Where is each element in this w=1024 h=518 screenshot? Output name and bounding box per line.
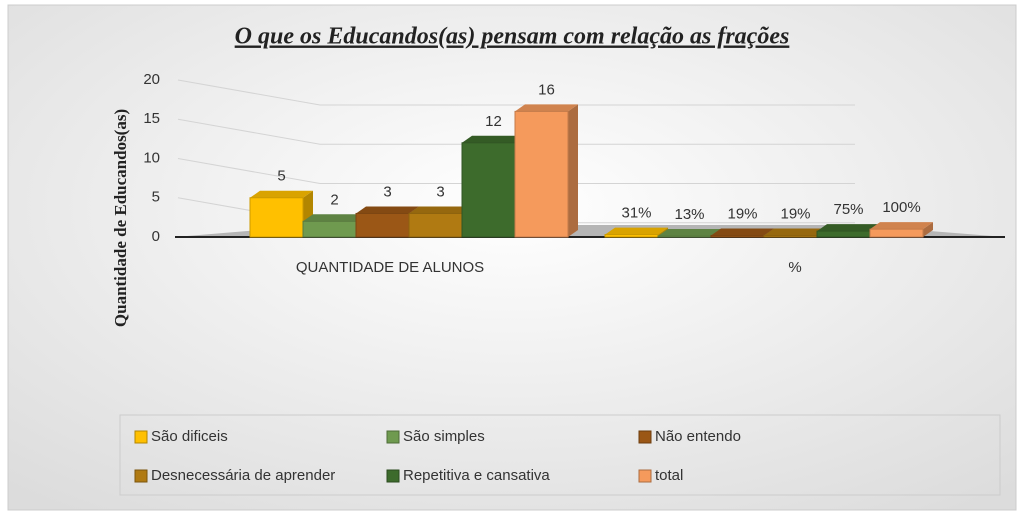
bar-top bbox=[870, 222, 933, 230]
x-tick-label: % bbox=[788, 259, 801, 276]
data-label: 3 bbox=[383, 183, 391, 200]
data-label: 12 bbox=[485, 113, 502, 130]
background bbox=[7, 4, 1017, 511]
legend-label: Não entendo bbox=[655, 428, 741, 445]
y-tick-label: 5 bbox=[152, 189, 160, 206]
bar-top bbox=[356, 206, 419, 214]
data-label: 13% bbox=[674, 206, 704, 223]
grid-line bbox=[177, 158, 855, 184]
bar-top bbox=[817, 224, 880, 232]
bar bbox=[869, 228, 924, 238]
legend-swatch bbox=[386, 430, 400, 444]
legend-swatch bbox=[386, 469, 400, 483]
bar-top bbox=[409, 206, 472, 214]
bar bbox=[816, 230, 871, 238]
data-label: 2 bbox=[330, 191, 338, 208]
bar bbox=[249, 197, 304, 238]
bar bbox=[657, 235, 712, 238]
bar bbox=[604, 234, 659, 238]
data-label: 5 bbox=[277, 168, 285, 185]
bar bbox=[763, 235, 818, 238]
bar bbox=[514, 110, 569, 238]
bar-side bbox=[923, 222, 933, 237]
bar-top bbox=[605, 227, 668, 235]
bar bbox=[710, 235, 765, 238]
y-tick-label: 15 bbox=[143, 110, 160, 127]
bar-side bbox=[568, 104, 578, 238]
data-label: 31% bbox=[621, 205, 651, 222]
bar-top bbox=[462, 135, 525, 143]
bar-top bbox=[515, 104, 578, 112]
data-label: 75% bbox=[833, 201, 863, 218]
data-label: 19% bbox=[727, 205, 757, 222]
bar bbox=[302, 220, 357, 238]
legend-label: Repetitiva e cansativa bbox=[403, 467, 550, 484]
bar bbox=[355, 212, 410, 238]
chart-title: O que os Educandos(as) pensam com relaçã… bbox=[235, 24, 790, 50]
data-label: 19% bbox=[780, 205, 810, 222]
legend-label: Desnecessária de aprender bbox=[151, 467, 335, 484]
legend-swatch bbox=[638, 469, 652, 483]
bar-top bbox=[711, 228, 774, 236]
legend-swatch bbox=[134, 430, 148, 444]
bar bbox=[408, 212, 463, 238]
legend-label: total bbox=[655, 467, 683, 484]
bar-top bbox=[764, 228, 827, 236]
x-tick-label: QUANTIDADE DE ALUNOS bbox=[296, 259, 484, 276]
bar bbox=[461, 142, 516, 238]
legend-box bbox=[119, 414, 1001, 496]
y-tick-label: 0 bbox=[152, 228, 160, 245]
y-tick-label: 10 bbox=[143, 149, 160, 166]
grid-line bbox=[177, 79, 855, 106]
legend-label: São dificeis bbox=[151, 428, 228, 445]
legend-label: São simples bbox=[403, 428, 485, 445]
data-label: 16 bbox=[538, 81, 555, 98]
y-tick-label: 20 bbox=[143, 71, 160, 88]
legend-swatch bbox=[638, 430, 652, 444]
legend-swatch bbox=[134, 469, 148, 483]
data-label: 100% bbox=[882, 199, 920, 216]
bar-top bbox=[303, 214, 366, 222]
y-axis-label: Quantidade de Educandos(as) bbox=[111, 109, 130, 327]
bar-top bbox=[658, 228, 721, 236]
grid-line bbox=[177, 118, 855, 145]
data-label: 3 bbox=[436, 183, 444, 200]
bar-top bbox=[250, 190, 313, 198]
